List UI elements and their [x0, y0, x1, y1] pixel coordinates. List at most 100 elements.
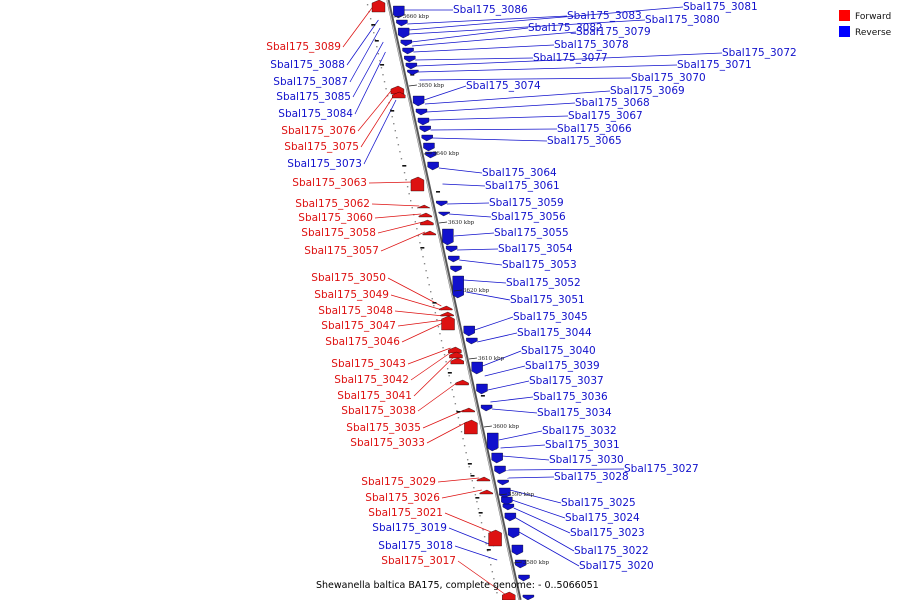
gene-label[interactable]: Sbal175_3085 — [276, 91, 351, 103]
gene-label[interactable]: Sbal175_3020 — [579, 560, 654, 572]
gene-label[interactable]: Sbal175_3028 — [554, 471, 629, 483]
gene-label[interactable]: Sbal175_3027 — [624, 463, 699, 475]
gene-label[interactable]: Sbal175_3037 — [529, 375, 604, 387]
gene-label[interactable]: Sbal175_3061 — [485, 180, 560, 192]
gene-label[interactable]: Sbal175_3084 — [278, 108, 353, 120]
gene-label[interactable]: Sbal175_3048 — [318, 305, 393, 317]
gene-label[interactable]: Sbal175_3074 — [466, 80, 541, 92]
gene-label[interactable]: Sbal175_3056 — [491, 211, 566, 223]
gene-label[interactable]: Sbal175_3045 — [513, 311, 588, 323]
leader-line — [474, 316, 514, 331]
gene-label[interactable]: Sbal175_3073 — [287, 158, 362, 170]
reverse-gene-glyph — [518, 574, 530, 582]
tick-label: 3590 kbp — [508, 492, 535, 498]
leader-line — [509, 489, 562, 504]
gene-label[interactable]: Sbal175_3029 — [361, 476, 436, 488]
guide-dot — [463, 445, 466, 447]
gene-label[interactable]: Sbal175_3087 — [273, 76, 348, 88]
gene-label[interactable]: Sbal175_3032 — [542, 425, 617, 437]
leader-line — [477, 332, 518, 343]
gene-label[interactable]: Sbal175_3062 — [295, 198, 370, 210]
gene-label[interactable]: Sbal175_3077 — [533, 52, 608, 64]
gene-label[interactable]: Sbal175_3054 — [498, 243, 573, 255]
reverse-gene-glyph — [491, 452, 503, 464]
gene-label[interactable]: Sbal175_3026 — [365, 492, 440, 504]
leader-line — [390, 294, 443, 311]
guide-dot — [496, 592, 498, 594]
gene-label[interactable]: Sbal175_3089 — [266, 41, 341, 53]
gene-label[interactable]: Sbal175_3067 — [568, 110, 643, 122]
gene-label[interactable]: Sbal175_3063 — [292, 177, 367, 189]
gene-label[interactable]: Sbal175_3051 — [510, 294, 585, 306]
leader-line — [428, 115, 569, 121]
gene-label[interactable]: Sbal175_3042 — [334, 374, 409, 386]
gene-label[interactable]: Sbal175_3047 — [321, 320, 396, 332]
gene-label[interactable]: Sbal175_3080 — [645, 14, 720, 26]
gene-label[interactable]: Sbal175_3058 — [301, 227, 376, 239]
forward-gene-glyph — [417, 204, 431, 209]
gene-label[interactable]: Sbal175_3088 — [270, 59, 345, 71]
gene-label[interactable]: Sbal175_3025 — [561, 497, 636, 509]
leader-line — [453, 232, 495, 237]
gene-label[interactable]: Sbal175_3064 — [482, 167, 557, 179]
gene-label[interactable]: Sbal175_3065 — [547, 135, 622, 147]
gene-label[interactable]: Sbal175_3049 — [314, 289, 389, 301]
gene-label[interactable]: Sbal175_3038 — [341, 405, 416, 417]
forward-gene-glyph — [450, 357, 464, 365]
reverse-gene-glyph — [501, 496, 513, 506]
gene-label[interactable]: Sbal175_3052 — [506, 277, 581, 289]
forward-gene-glyph — [392, 91, 406, 99]
gene-label[interactable]: Sbal175_3082 — [528, 22, 603, 34]
gene-label[interactable]: Sbal175_3033 — [350, 437, 425, 449]
guide-dot — [457, 417, 460, 419]
gene-label[interactable]: Sbal175_3079 — [576, 26, 651, 38]
gene-label[interactable]: Sbal175_3078 — [554, 39, 629, 51]
gene-label[interactable]: Sbal175_3069 — [610, 85, 685, 97]
gene-label[interactable]: Sbal175_3040 — [521, 345, 596, 357]
guide-dot — [439, 333, 441, 335]
gene-label[interactable]: Sbal175_3017 — [381, 555, 456, 567]
gene-label[interactable]: Sbal175_3060 — [298, 212, 373, 224]
gene-label[interactable]: Sbal175_3083 — [567, 10, 642, 22]
gene-label[interactable]: Sbal175_3035 — [346, 422, 421, 434]
gene-label[interactable]: Sbal175_3034 — [537, 407, 612, 419]
gene-label[interactable]: Sbal175_3021 — [368, 507, 443, 519]
gene-label[interactable]: Sbal175_3041 — [337, 390, 412, 402]
leader-line — [426, 421, 468, 444]
gene-label[interactable]: Sbal175_3081 — [683, 1, 758, 13]
leader-line — [363, 99, 397, 165]
gene-label[interactable]: Sbal175_3044 — [517, 327, 592, 339]
gene-label[interactable]: Sbal175_3043 — [331, 358, 406, 370]
reverse-gene-glyph — [397, 27, 410, 39]
guide-dot — [374, 39, 376, 41]
gene-label[interactable]: Sbal175_3075 — [284, 141, 359, 153]
gene-label[interactable]: Sbal175_3072 — [722, 47, 797, 59]
gene-label[interactable]: Sbal175_3071 — [677, 59, 752, 71]
gene-label[interactable]: Sbal175_3036 — [533, 391, 608, 403]
reverse-gene-glyph — [396, 19, 408, 27]
leader-line — [342, 3, 376, 48]
leader-line — [502, 455, 550, 461]
gene-label[interactable]: Sbal175_3053 — [502, 259, 577, 271]
gene-label[interactable]: Sbal175_3023 — [570, 527, 645, 539]
gene-label[interactable]: Sbal175_3076 — [281, 125, 356, 137]
gene-label[interactable]: Sbal175_3018 — [378, 540, 453, 552]
gene-label[interactable]: Sbal175_3086 — [453, 4, 528, 16]
gene-label[interactable]: Sbal175_3050 — [311, 272, 386, 284]
gene-label[interactable]: Sbal175_3046 — [325, 336, 400, 348]
gene-label[interactable]: Sbal175_3022 — [574, 545, 649, 557]
gene-label[interactable]: Sbal175_3039 — [525, 360, 600, 372]
gene-label[interactable]: Sbal175_3055 — [494, 227, 569, 239]
gene-label[interactable]: Sbal175_3070 — [631, 72, 706, 84]
tick-mark — [423, 152, 432, 155]
gene-label[interactable]: Sbal175_3019 — [372, 522, 447, 534]
gene-label[interactable]: Sbal175_3024 — [565, 512, 640, 524]
leader-line — [498, 430, 543, 441]
gene-label[interactable]: Sbal175_3030 — [549, 454, 624, 466]
gene-label[interactable]: Sbal175_3057 — [304, 245, 379, 257]
gene-label[interactable]: Sbal175_3059 — [489, 197, 564, 209]
gene-label[interactable]: Sbal175_3068 — [575, 97, 650, 109]
leader-line — [482, 350, 522, 367]
gene-label[interactable]: Sbal175_3031 — [545, 439, 620, 451]
gene-label[interactable]: Sbal175_3066 — [557, 123, 632, 135]
